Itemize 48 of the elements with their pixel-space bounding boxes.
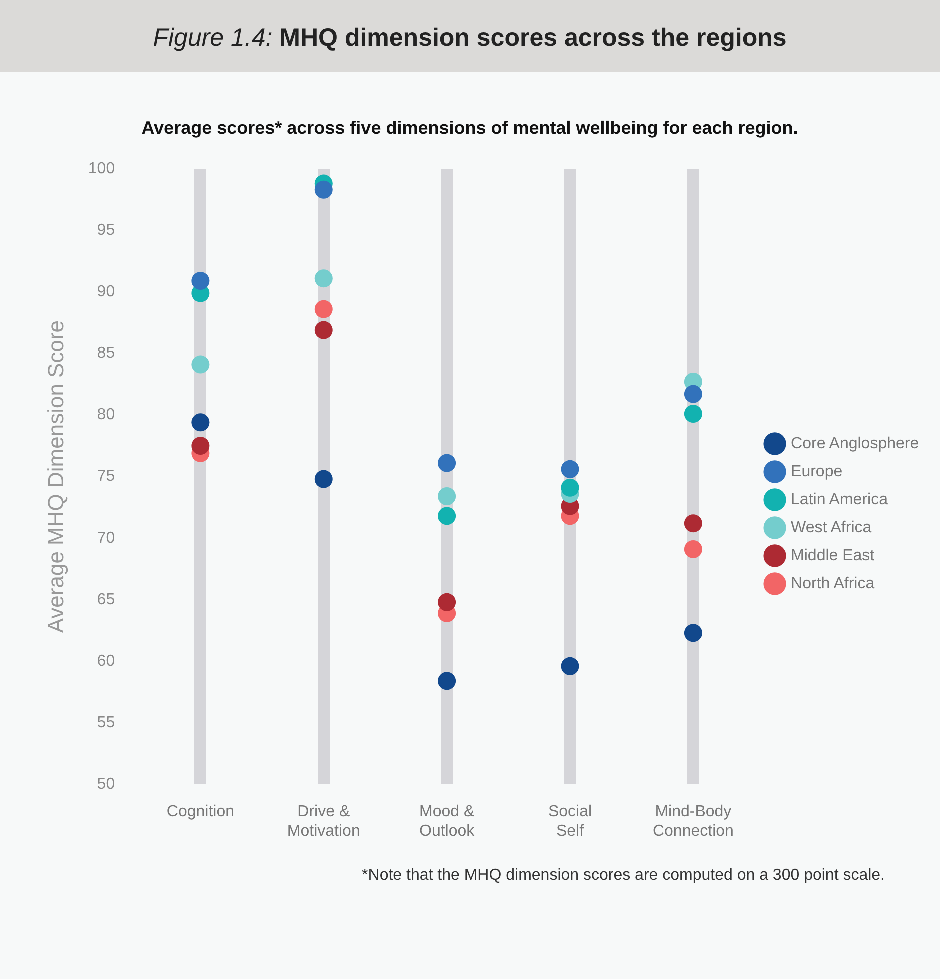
point xyxy=(684,405,702,424)
point xyxy=(684,385,702,404)
point xyxy=(192,437,210,456)
point xyxy=(314,180,333,199)
x-tick-label: Cognition xyxy=(166,804,234,821)
legend-label: Middle East xyxy=(791,547,876,564)
y-tick-label: 85 xyxy=(97,345,116,362)
legend-label: Europe xyxy=(791,463,843,480)
chart-subtitle: Average scores* across five dimensions of mental wellbeing for each region. xyxy=(140,118,800,139)
legend-label: West Africa xyxy=(791,519,872,536)
point xyxy=(684,514,702,533)
point xyxy=(438,488,456,506)
y-tick-label: 75 xyxy=(97,468,116,486)
point xyxy=(438,454,456,472)
y-tick-label: 50 xyxy=(97,776,116,794)
x-tick-label: Social Self xyxy=(548,804,592,840)
point xyxy=(561,478,580,497)
point xyxy=(314,470,333,488)
legend-label: Latin America xyxy=(791,491,888,508)
legend-label: Core Anglosphere xyxy=(791,435,920,452)
point xyxy=(561,657,580,676)
legend-label: North Africa xyxy=(791,575,875,592)
y-tick-label: 90 xyxy=(97,284,116,301)
y-tick-label: 95 xyxy=(97,222,116,239)
point xyxy=(314,270,333,288)
point xyxy=(438,507,456,526)
point xyxy=(561,460,580,478)
y-tick-label: 65 xyxy=(97,591,116,608)
text: *Note that the MHQ dimension scores are computed on a 300 point scale. xyxy=(361,867,885,885)
x-tick-label: Drive & Motivation xyxy=(287,804,360,840)
y-tick-label: 80 xyxy=(97,406,116,424)
x-tick-label: Mind-Body Connection xyxy=(652,804,734,840)
y-tick-label: 60 xyxy=(97,652,116,670)
y-tick-label: 70 xyxy=(97,530,116,547)
point xyxy=(438,672,456,690)
point xyxy=(684,540,702,558)
y-tick-label: 55 xyxy=(97,714,116,732)
point xyxy=(192,414,210,432)
point xyxy=(192,356,210,374)
y-tick-label: 100 xyxy=(88,160,116,178)
chart-title: Figure 1.4: MHQ dimension scores across the regions xyxy=(0,0,940,72)
point xyxy=(438,593,456,612)
point xyxy=(684,624,702,642)
y-axis-title: Average MHQ Dimension Score xyxy=(43,320,68,634)
point xyxy=(192,272,210,290)
x-tick-label: Mood & Outlook xyxy=(419,804,476,840)
point xyxy=(314,300,333,318)
point xyxy=(314,321,333,340)
